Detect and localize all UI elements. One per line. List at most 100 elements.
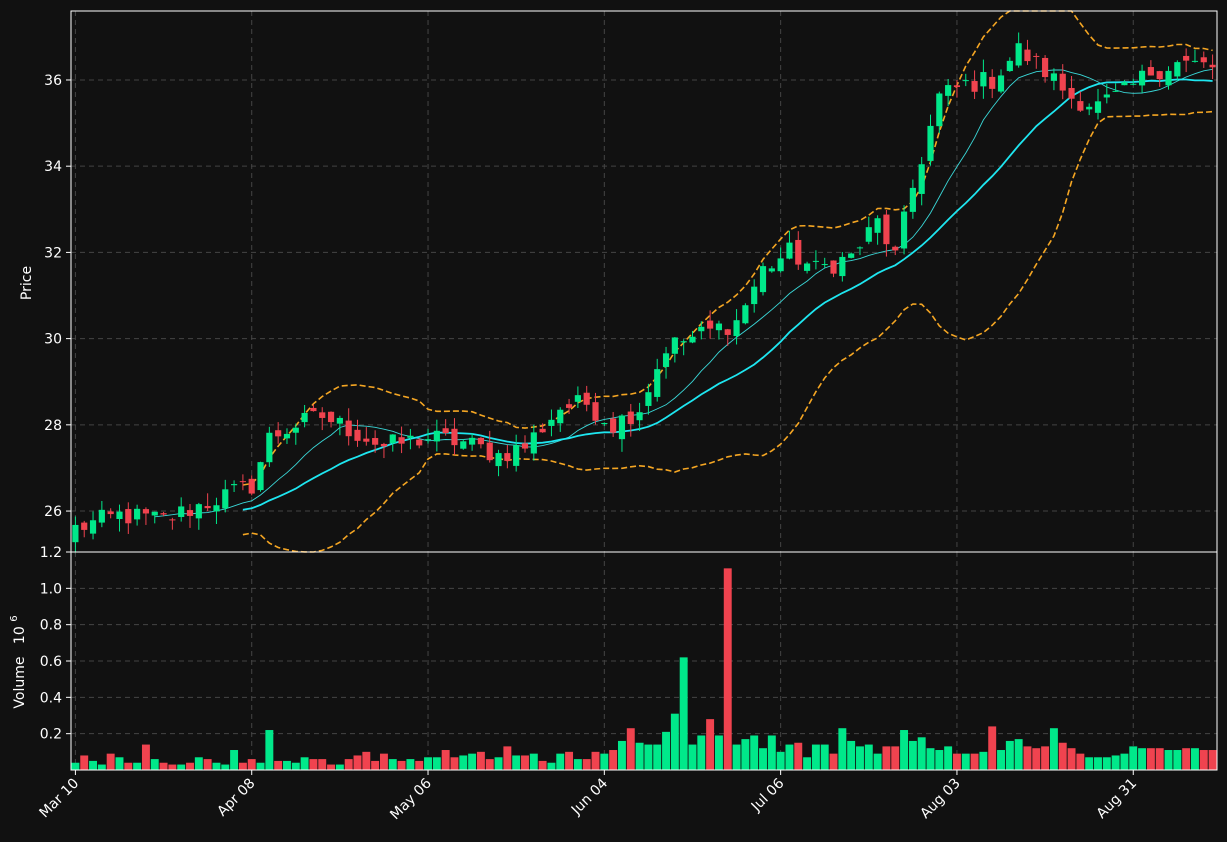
volume-bar — [1138, 748, 1147, 770]
volume-bar — [1005, 740, 1014, 770]
candle-body — [1191, 60, 1199, 62]
candle-body — [433, 430, 440, 442]
candle-body — [539, 428, 546, 433]
volume-bar — [944, 746, 953, 770]
candle-body — [107, 511, 114, 515]
volume-bar — [767, 735, 776, 770]
volume-bar — [274, 760, 283, 770]
price-tick-label: 36 — [44, 73, 62, 89]
volume-bar — [415, 760, 424, 770]
volume-bar — [1102, 757, 1111, 770]
candle-body — [786, 242, 793, 259]
volume-bar — [379, 753, 388, 770]
volume-bar — [794, 742, 803, 770]
candle-body — [953, 85, 961, 88]
volume-bar — [388, 759, 397, 770]
volume-bar — [820, 744, 829, 770]
candle-body — [1006, 60, 1013, 72]
volume-axis-base: 10 — [12, 626, 28, 644]
candle-body — [601, 422, 608, 424]
volume-bar — [450, 757, 459, 770]
candle-body — [865, 227, 872, 242]
volume-bar — [988, 726, 997, 770]
candle-body — [592, 402, 599, 421]
volume-bar — [335, 764, 344, 770]
volume-bar — [908, 740, 917, 770]
candle-body — [301, 412, 308, 423]
volume-bar — [591, 751, 600, 770]
volume-bar — [177, 764, 186, 770]
candle-body — [962, 80, 969, 82]
candle-body — [768, 268, 775, 272]
candle-body — [707, 320, 714, 329]
volume-bar — [847, 740, 856, 770]
candlesticks — [72, 32, 1216, 555]
candle-body — [389, 434, 396, 444]
candle-body — [945, 85, 952, 96]
volume-tick-label: 1.0 — [40, 581, 62, 597]
candle-body — [160, 513, 167, 515]
volume-bar — [935, 750, 944, 770]
candle-body — [936, 93, 943, 127]
volume-bar — [80, 755, 89, 770]
candle-body — [407, 435, 414, 438]
candle-body — [1174, 62, 1181, 77]
volume-bar — [573, 759, 582, 770]
candle-body — [1068, 87, 1075, 99]
candle-body — [724, 329, 731, 335]
volume-bar — [829, 753, 838, 770]
volume-bar — [1023, 746, 1032, 770]
candle-body — [1156, 71, 1163, 80]
volume-bar — [688, 744, 697, 770]
volume-bar — [582, 759, 591, 770]
volume-bar — [397, 760, 406, 770]
price-axis-label: Price — [19, 266, 35, 300]
volume-bar — [1190, 748, 1199, 770]
candle-body — [751, 286, 758, 305]
price-y-ticks: 26 28 30 32 34 36 — [44, 73, 71, 520]
volume-bar — [556, 753, 565, 770]
candle-body — [319, 412, 326, 418]
volume-bar — [785, 744, 794, 770]
candle-body — [1042, 57, 1049, 78]
candle-body — [848, 253, 855, 258]
candle-body — [830, 260, 837, 274]
candle-body — [583, 392, 590, 405]
candle-body — [548, 419, 555, 426]
volume-bar — [653, 744, 662, 770]
candle-body — [416, 439, 423, 446]
candle-body — [1130, 83, 1137, 85]
candle-body — [698, 326, 705, 332]
volume-bar — [521, 755, 529, 770]
volume-bar — [617, 740, 626, 770]
volume-bar — [838, 728, 847, 770]
candle-body — [997, 75, 1005, 92]
volume-bar — [626, 728, 635, 770]
candle-body — [204, 506, 211, 509]
candle-body — [257, 462, 264, 491]
volume-bar — [679, 657, 688, 770]
candle-body — [372, 438, 379, 445]
volume-bar — [432, 757, 441, 770]
candle-body — [451, 428, 458, 446]
volume-bar — [71, 762, 80, 770]
candle-body — [680, 341, 687, 343]
candle-body — [689, 336, 696, 343]
candle-body — [1200, 57, 1207, 63]
candle-body — [909, 187, 916, 212]
candle-body — [795, 239, 802, 265]
candle-body — [116, 511, 123, 520]
candle-body — [574, 395, 581, 402]
volume-tick-label: 1.2 — [40, 545, 62, 561]
candle-body — [610, 418, 617, 433]
volume-bar — [1076, 753, 1085, 770]
volume-bar — [600, 753, 609, 770]
volume-bar — [485, 759, 494, 770]
volume-bar — [1032, 748, 1041, 770]
volume-tick-label: 0.8 — [40, 618, 62, 634]
volume-bar — [750, 735, 759, 770]
volume-bar — [97, 764, 106, 770]
volume-bar — [706, 719, 715, 770]
volume-bar — [952, 753, 961, 770]
candle-body — [839, 256, 846, 277]
